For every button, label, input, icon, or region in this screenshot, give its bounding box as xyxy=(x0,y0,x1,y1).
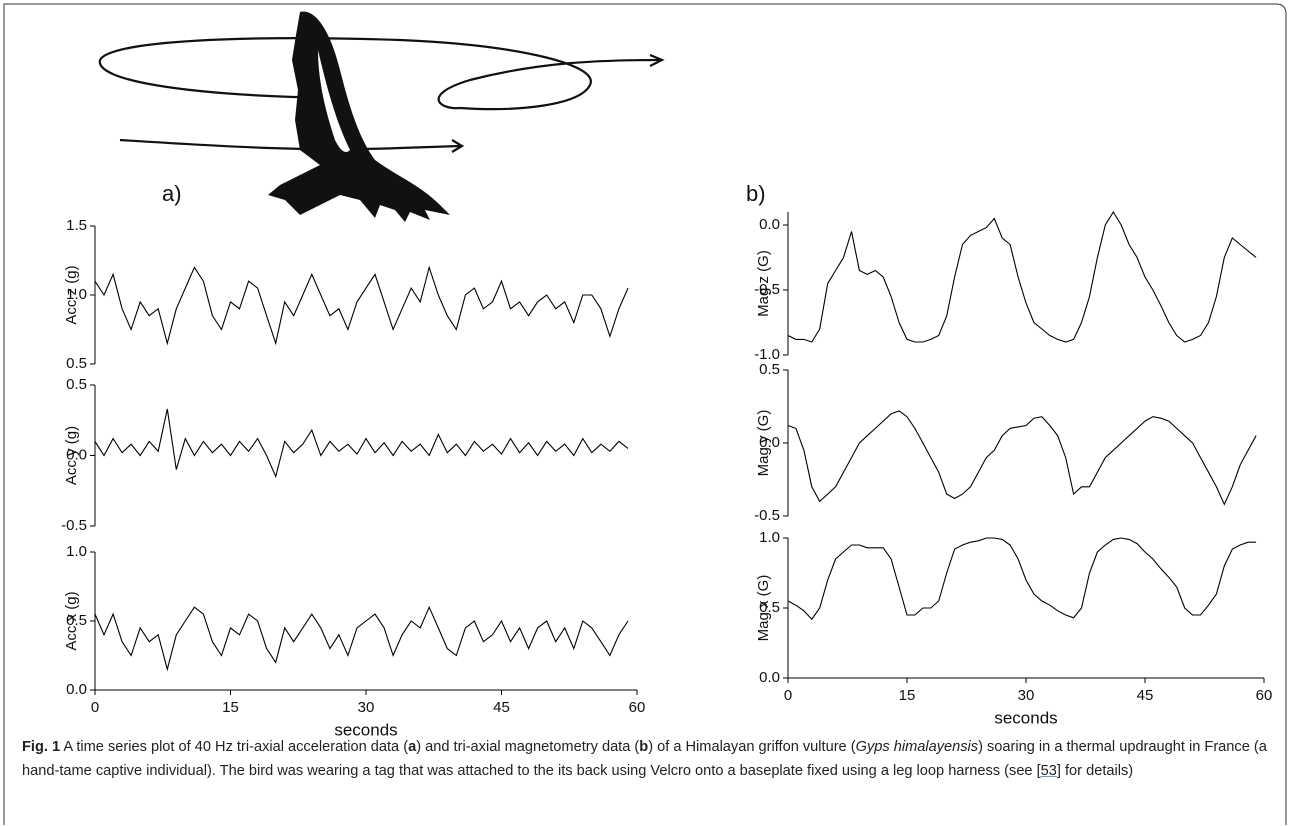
panel-label: a) xyxy=(162,181,182,206)
y-tick-label: 0.0 xyxy=(759,434,780,451)
figure-caption: Fig. 1 A time series plot of 40 Hz tri-a… xyxy=(22,735,1272,783)
y-tick-label: -0.5 xyxy=(754,507,780,524)
caption-text: A time series plot of 40 Hz tri-axial ac… xyxy=(60,739,409,755)
caption-text: ) of a Himalayan griffon vulture ( xyxy=(648,739,856,755)
y-tick-label: 1.0 xyxy=(759,529,780,546)
y-axis-label: Acc x (g) xyxy=(63,591,80,650)
y-tick-label: 0.5 xyxy=(759,599,780,616)
y-tick-label: 0.0 xyxy=(759,216,780,233)
caption-text: Gyps himalayensis xyxy=(855,739,979,755)
y-tick-label: 0.5 xyxy=(66,376,87,393)
y-tick-label: -1.0 xyxy=(754,346,780,363)
caption-text: for details) xyxy=(1060,763,1134,779)
y-axis-label: Acc z (g) xyxy=(63,265,80,324)
data-line xyxy=(787,210,1257,343)
y-axis-label: Mag x (G) xyxy=(755,575,772,642)
y-tick-label: 0.0 xyxy=(759,669,780,686)
y-axis-label: Mag z (G) xyxy=(755,250,772,317)
x-tick-label: 30 xyxy=(1018,687,1035,704)
y-tick-label: 1.0 xyxy=(66,543,87,560)
bird-illustration xyxy=(98,11,665,222)
caption-label: Fig. 1 xyxy=(22,739,61,755)
y-axis-label: Acc y (g) xyxy=(63,426,80,485)
x-tick-label: 15 xyxy=(899,687,916,704)
x-tick-label: 0 xyxy=(91,699,99,716)
caption-text: ) soaring in a thermal updraught in Fran… xyxy=(22,739,1267,779)
y-tick-label: 0.0 xyxy=(66,681,87,698)
citation-link[interactable]: [53] xyxy=(1036,763,1061,779)
x-tick-label: 15 xyxy=(222,699,239,716)
data-line xyxy=(94,265,629,346)
x-tick-label: 45 xyxy=(493,699,510,716)
data-line xyxy=(787,537,1257,621)
x-tick-label: 0 xyxy=(784,687,792,704)
y-tick-label: 1.0 xyxy=(66,286,87,303)
y-tick-label: 0.0 xyxy=(66,446,87,463)
data-line xyxy=(94,605,629,672)
y-tick-label: 0.5 xyxy=(759,361,780,378)
frame xyxy=(3,3,1287,825)
caption-text: a xyxy=(408,739,417,755)
x-axis-label: seconds xyxy=(334,720,397,739)
y-tick-label: 1.5 xyxy=(66,217,87,234)
y-tick-label: -0.5 xyxy=(61,517,87,534)
x-axis-label: seconds xyxy=(994,708,1057,727)
y-tick-label: -0.5 xyxy=(754,281,780,298)
x-tick-label: 60 xyxy=(1256,687,1273,704)
y-tick-label: 0.5 xyxy=(66,612,87,629)
y-axis-label: Mag y (G) xyxy=(755,410,772,477)
caption-text: ) and tri-axial magnetometry data ( xyxy=(416,739,640,755)
panel-label: b) xyxy=(746,181,766,206)
caption-text: b xyxy=(639,739,649,755)
y-tick-label: 0.5 xyxy=(66,355,87,372)
x-tick-label: 45 xyxy=(1137,687,1154,704)
data-line xyxy=(787,410,1257,506)
x-tick-label: 60 xyxy=(629,699,646,716)
data-line xyxy=(94,408,629,479)
x-tick-label: 30 xyxy=(358,699,375,716)
